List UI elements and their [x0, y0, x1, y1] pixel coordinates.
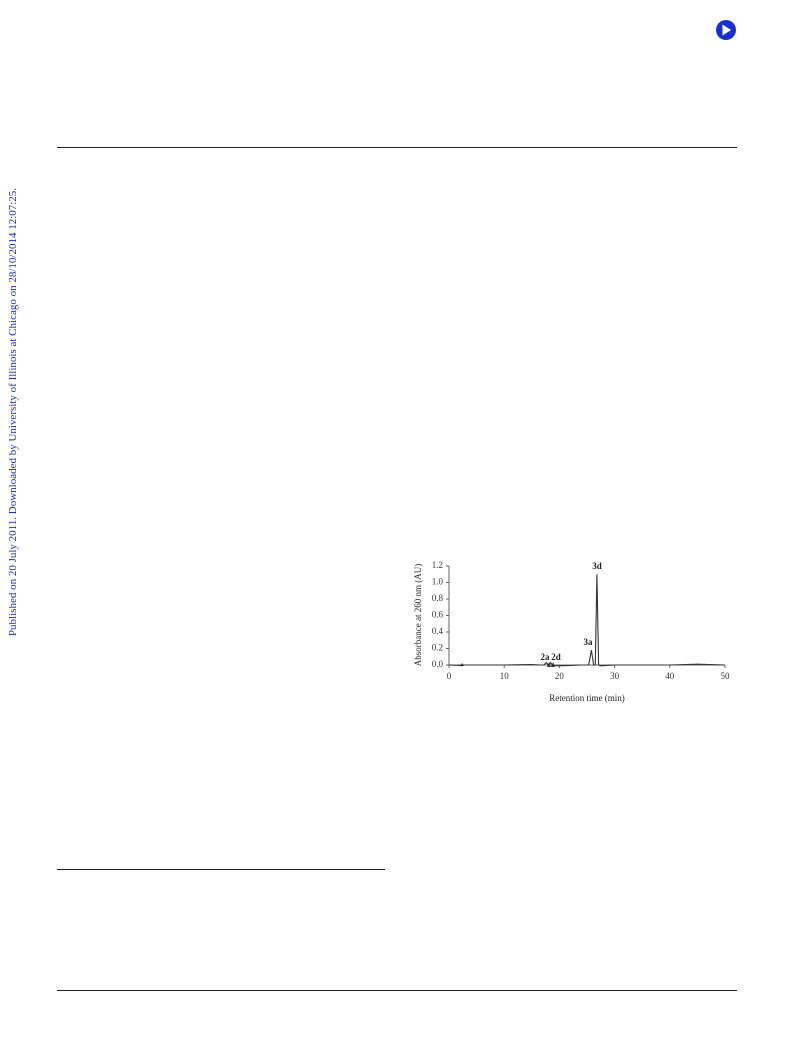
peak-label: 2d: [551, 652, 561, 662]
y-tick-label: 0.2: [432, 643, 443, 653]
y-tick-label: 1.0: [432, 577, 444, 587]
x-tick-label: 50: [721, 671, 731, 681]
x-tick-label: 40: [665, 671, 675, 681]
download-notice: Published on 20 July 2011. Downloaded by…: [7, 188, 19, 636]
x-tick-label: 10: [500, 671, 510, 681]
y-tick-label: 1.2: [432, 560, 443, 570]
peak-label: 2a: [541, 652, 551, 662]
y-tick-label: 0.6: [432, 610, 444, 620]
trace: [448, 574, 726, 667]
y-tick-label: 0.0: [432, 659, 444, 669]
y-tick-label: 0.4: [432, 626, 444, 636]
play-icon[interactable]: [716, 20, 736, 40]
y-tick-label: 0.8: [432, 593, 444, 603]
x-tick-label: 20: [555, 671, 565, 681]
x-tick-label: 30: [610, 671, 620, 681]
y-axis-label: Absorbance at 260 nm (AU): [413, 564, 423, 666]
x-axis-label: Retention time (min): [549, 693, 625, 703]
x-tick-label: 0: [447, 671, 452, 681]
peak-label: 3a: [584, 637, 594, 647]
peak-label: 3d: [592, 561, 602, 571]
